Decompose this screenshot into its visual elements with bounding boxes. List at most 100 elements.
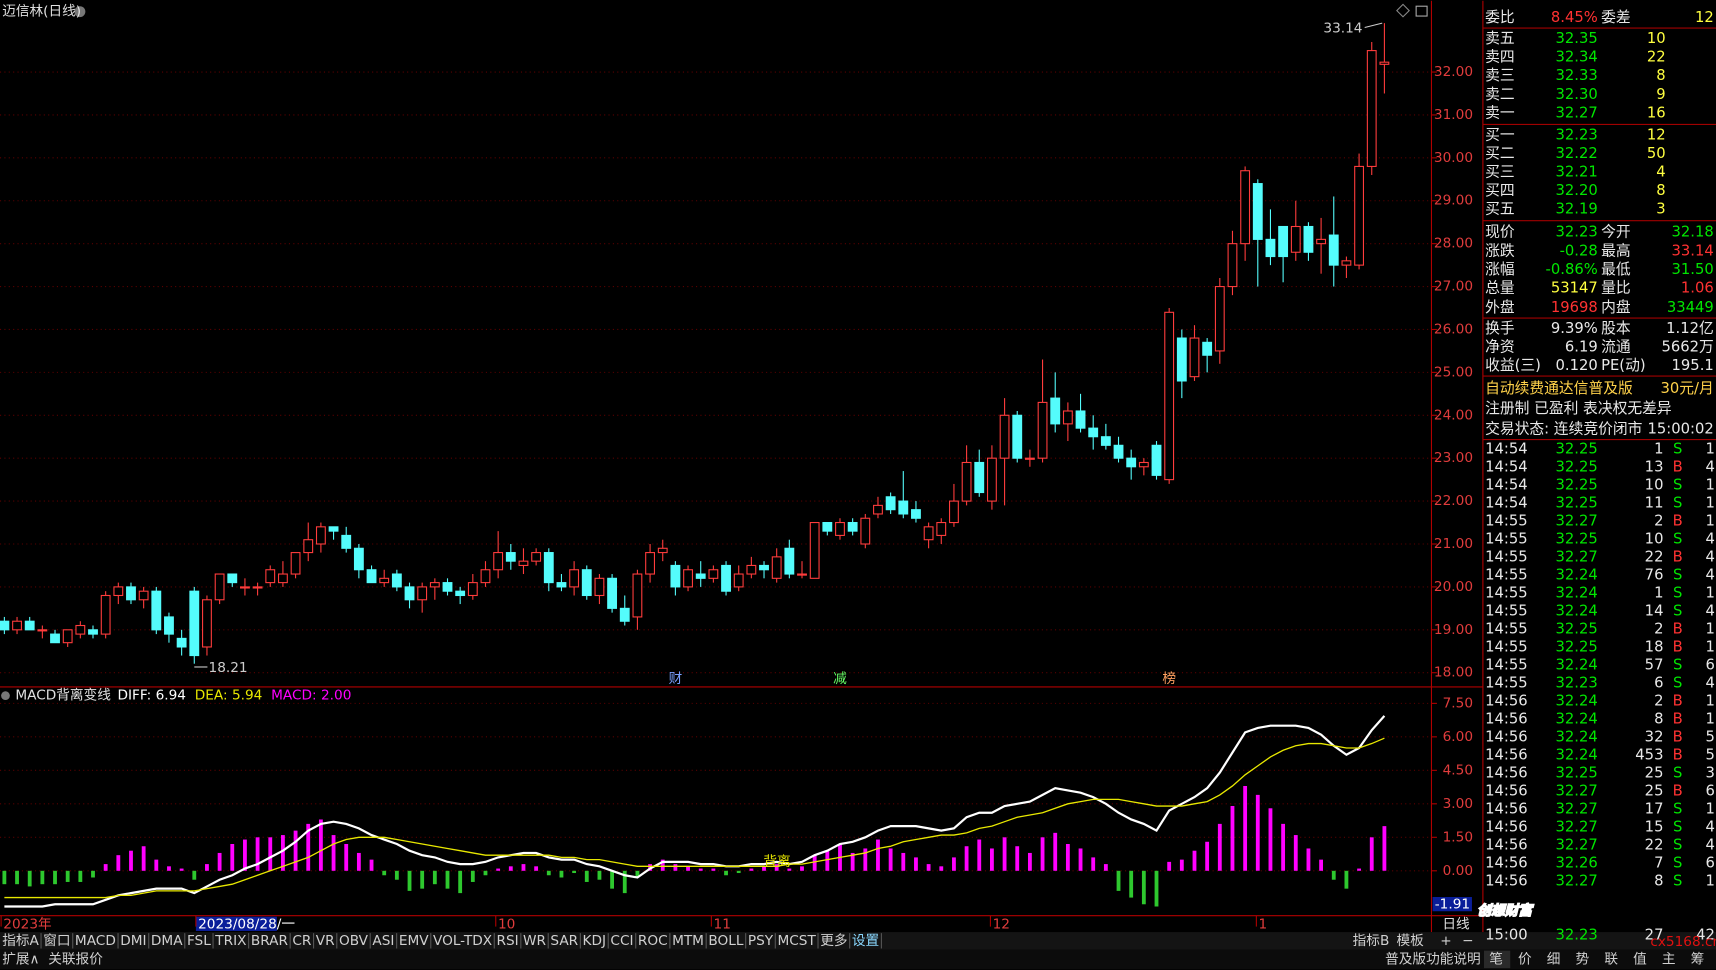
toolbar-button[interactable]: + bbox=[1440, 933, 1451, 949]
tab[interactable]: 值 bbox=[1633, 951, 1647, 967]
toolbar-button[interactable]: KDJ bbox=[583, 933, 607, 949]
y-tick-label: 28.00 bbox=[1434, 236, 1473, 252]
info-value: 33449 bbox=[1667, 299, 1714, 316]
candle-body bbox=[1189, 337, 1200, 378]
toolbar-button[interactable]: − bbox=[1462, 933, 1473, 949]
tick-side: S bbox=[1673, 494, 1682, 511]
candle-body bbox=[202, 599, 212, 648]
candle-body bbox=[1088, 427, 1099, 438]
tick-side: B bbox=[1673, 512, 1683, 529]
info-value: 31.50 bbox=[1672, 261, 1714, 278]
toolbar-button[interactable]: DMI bbox=[120, 933, 146, 949]
toolbar-button[interactable]: EMV bbox=[399, 933, 429, 949]
info-label: 涨跌 bbox=[1485, 242, 1515, 259]
book-volume: 8 bbox=[1656, 182, 1665, 199]
book-price: 32.27 bbox=[1556, 104, 1598, 121]
toolbar-button[interactable]: 更多 bbox=[820, 932, 847, 949]
candle-body bbox=[961, 461, 972, 502]
tab[interactable]: 势 bbox=[1576, 951, 1590, 967]
status-button[interactable]: 扩展∧ bbox=[2, 951, 39, 967]
max-label: 33.14 bbox=[1323, 21, 1362, 37]
y-tick-label: 19.00 bbox=[1434, 622, 1473, 638]
tick-side: S bbox=[1673, 800, 1682, 817]
toolbar-button[interactable]: ROC bbox=[638, 933, 668, 949]
toolbar-button[interactable]: TRIX bbox=[214, 933, 246, 949]
toolbar-button[interactable]: RSI bbox=[496, 933, 518, 949]
info-value: 19698 bbox=[1551, 299, 1598, 316]
tick-time: 14:56 bbox=[1485, 818, 1528, 835]
tick-volume: 2 bbox=[1654, 512, 1663, 529]
toolbar-button[interactable]: MCST bbox=[777, 933, 816, 949]
toolbar-button[interactable]: SAR bbox=[550, 933, 578, 949]
tick-volume: 6 bbox=[1654, 674, 1663, 691]
notice: 注册制 已盈利 表决权无差异 bbox=[1485, 400, 1672, 417]
candle-body bbox=[176, 637, 187, 648]
tick-price: 32.25 bbox=[1556, 476, 1598, 493]
candle-body bbox=[429, 582, 440, 588]
info-value: 33.14 bbox=[1672, 242, 1714, 259]
candle-body bbox=[277, 573, 288, 584]
toolbar-button[interactable]: PSY bbox=[748, 933, 774, 949]
toolbar-button[interactable]: MACD bbox=[75, 933, 116, 949]
tick-side: B bbox=[1673, 710, 1683, 727]
tick-count: 1 bbox=[1705, 638, 1714, 655]
toolbar-button[interactable]: WR bbox=[523, 933, 547, 949]
candle-body bbox=[75, 624, 86, 635]
candle-body bbox=[1214, 286, 1225, 352]
info-value: 5662万 bbox=[1661, 339, 1713, 356]
tick-price: 32.27 bbox=[1556, 836, 1598, 853]
tab-active bbox=[1483, 950, 1511, 969]
indicator-line bbox=[4, 715, 1386, 908]
toolbar-button[interactable]: FSL bbox=[187, 933, 211, 949]
help-link[interactable]: 普及版功能说明 bbox=[1385, 951, 1481, 967]
tick-side: S bbox=[1673, 566, 1682, 583]
status-button[interactable]: 关联报价 bbox=[48, 951, 103, 967]
notice: 30元/月 bbox=[1661, 380, 1714, 397]
book-price: 32.19 bbox=[1556, 201, 1598, 218]
book-label: 卖二 bbox=[1485, 86, 1515, 103]
book-label: 卖五 bbox=[1485, 30, 1515, 47]
tick-side: S bbox=[1673, 602, 1682, 619]
tab[interactable]: 细 bbox=[1547, 951, 1561, 967]
tab[interactable]: 笔 bbox=[1489, 951, 1503, 967]
toolbar-button[interactable]: CCI bbox=[610, 933, 633, 949]
toolbar-button[interactable]: VOL-TDX bbox=[433, 933, 492, 949]
toolbar-button[interactable]: BRAR bbox=[251, 933, 289, 949]
tick-time: 14:54 bbox=[1485, 494, 1528, 511]
tick-volume: 18 bbox=[1645, 638, 1664, 655]
tick-count: 1 bbox=[1705, 872, 1714, 889]
tab[interactable]: 主 bbox=[1662, 951, 1676, 967]
info-value: 1.12亿 bbox=[1666, 320, 1714, 337]
tick-time: 14:55 bbox=[1485, 620, 1528, 637]
tick-time: 14:56 bbox=[1485, 836, 1528, 853]
y-tick-label: 18.00 bbox=[1434, 665, 1473, 681]
tick-count: 4 bbox=[1705, 674, 1714, 691]
toolbar-button[interactable]: MTM bbox=[672, 933, 704, 949]
tick-volume: 25 bbox=[1645, 782, 1664, 799]
tick-count: 1 bbox=[1705, 584, 1714, 601]
toolbar-button[interactable]: ASI bbox=[372, 933, 394, 949]
toolbar-button[interactable]: 指标A bbox=[2, 933, 39, 949]
candle-body bbox=[1138, 461, 1149, 468]
tab[interactable]: 联 bbox=[1604, 951, 1618, 967]
candle-body bbox=[873, 504, 883, 515]
toolbar-button[interactable]: VR bbox=[316, 933, 335, 949]
period-label[interactable]: 日线 bbox=[1442, 916, 1470, 932]
toolbar-button[interactable]: 设置 bbox=[852, 933, 879, 949]
toolbar-button[interactable]: 指标B bbox=[1353, 933, 1390, 949]
book-volume: 16 bbox=[1647, 104, 1666, 121]
tab[interactable]: 价 bbox=[1518, 951, 1532, 967]
toolbar-button[interactable]: DMA bbox=[151, 933, 183, 949]
toolbar-button[interactable]: OBV bbox=[339, 933, 369, 949]
toolbar-button[interactable]: 模板 bbox=[1396, 933, 1424, 949]
toolbar-button[interactable]: 窗口 bbox=[43, 932, 70, 949]
tick-volume: 7 bbox=[1654, 854, 1663, 871]
candle-body bbox=[784, 547, 795, 575]
toolbar-button[interactable]: BOLL bbox=[708, 933, 743, 949]
toolbar-button[interactable]: CR bbox=[292, 933, 312, 949]
candle-body bbox=[1202, 341, 1213, 356]
tab[interactable]: 筹 bbox=[1691, 950, 1705, 967]
candle-body bbox=[1341, 260, 1352, 266]
candle-body bbox=[88, 629, 98, 635]
candle-body bbox=[632, 573, 643, 618]
